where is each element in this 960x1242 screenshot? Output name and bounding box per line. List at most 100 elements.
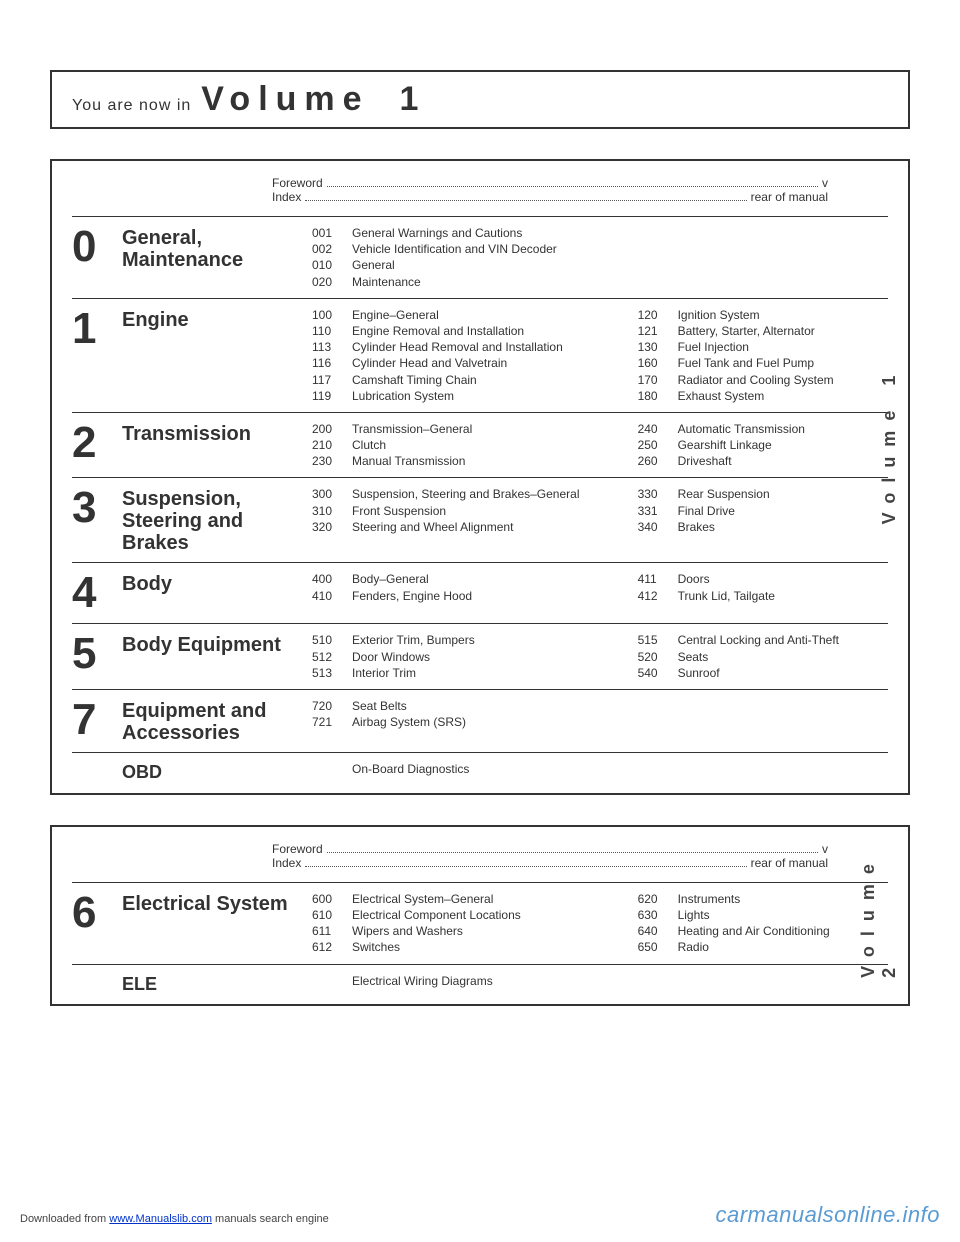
index-label-v2: Index: [272, 856, 301, 870]
toc-entry-label: Heating and Air Conditioning: [678, 923, 888, 939]
footer-link[interactable]: www.Manualslib.com: [109, 1213, 212, 1225]
section-content: 300 Suspension, Steering and Brakes–Gener…: [312, 486, 888, 554]
section-title: Engine: [122, 307, 312, 404]
toc-entry-label: Fuel Tank and Fuel Pump: [678, 355, 888, 371]
footer-left: Downloaded from www.Manualslib.com manua…: [20, 1213, 329, 1225]
section-content: 510Exterior Trim, Bumpers512Door Windows…: [312, 632, 888, 681]
toc-entry: 600Electrical System–General: [312, 891, 638, 907]
toc-entry: 412Trunk Lid, Tailgate: [638, 588, 888, 604]
toc-entry-code: 119: [312, 388, 340, 404]
index-label: Index: [272, 190, 301, 204]
toc-entry-code: 130: [638, 339, 666, 355]
toc-entry: 310Front Suspension: [312, 503, 638, 519]
volume-2-sections: 6Electrical System600Electrical System–G…: [72, 882, 888, 995]
section-row: 3Suspension, Steering and Brakes300Suspe…: [72, 477, 888, 562]
section-col-left: 720Seat Belts721Airbag System (SRS): [312, 698, 888, 744]
index-page-v2: rear of manual: [751, 856, 828, 870]
toc-entry-label: Brakes: [678, 519, 888, 535]
footer-left-pre: Downloaded from: [20, 1213, 109, 1225]
section-number: [72, 761, 122, 783]
toc-entry-code: 010: [312, 257, 340, 273]
toc-entry: 001General Warnings and Cautions: [312, 225, 888, 241]
volume-2-box: Volume 2 Foreword v Index rear of manual…: [50, 825, 910, 1007]
foreword-block-v2: Foreword v Index rear of manual: [72, 842, 888, 882]
section-col-left: 600Electrical System–General610Electrica…: [312, 891, 638, 956]
toc-entry-label: Electrical Wiring Diagrams: [352, 973, 888, 989]
toc-entry-label: Seat Belts: [352, 698, 888, 714]
toc-entry-label: Central Locking and Anti-Theft: [678, 632, 888, 648]
toc-entry-code: 020: [312, 274, 340, 290]
toc-entry-label: Driveshaft: [678, 453, 888, 469]
toc-entry: 210 Clutch: [312, 437, 638, 453]
toc-entry-label: Final Drive: [678, 503, 888, 519]
foreword-block: Foreword v Index rear of manual: [72, 176, 888, 216]
toc-entry-code: 200: [312, 421, 340, 437]
toc-entry-code: 411: [638, 571, 666, 587]
toc-entry-label: Vehicle Identification and VIN Decoder: [352, 241, 888, 257]
toc-entry: 160 Fuel Tank and Fuel Pump: [638, 355, 888, 371]
toc-entry-label: Clutch: [352, 437, 638, 453]
section-col-right: 515Central Locking and Anti-Theft520Seat…: [638, 632, 888, 681]
toc-entry: 620Instruments: [638, 891, 888, 907]
section-col-right: 330Rear Suspension331Final Drive340Brake…: [638, 486, 888, 554]
section-content: 600Electrical System–General610Electrica…: [312, 891, 888, 956]
toc-entry-code: 600: [312, 891, 340, 907]
toc-entry: 121Battery, Starter, Alternator: [638, 323, 888, 339]
page-footer: Downloaded from www.Manualslib.com manua…: [20, 1202, 940, 1228]
foreword-label-v2: Foreword: [272, 842, 323, 856]
toc-entry: 410Fenders, Engine Hood: [312, 588, 638, 604]
section-number: 5: [72, 632, 122, 681]
toc-entry-label: Body–General: [352, 571, 638, 587]
section-col-right: 240Automatic Transmission250Gearshift Li…: [638, 421, 888, 470]
section-row: 2Transmission200Transmission–General210C…: [72, 412, 888, 478]
header-box: You are now in Volume 1: [50, 70, 910, 129]
section-number: 3: [72, 486, 122, 554]
section-col-left: 510Exterior Trim, Bumpers512Door Windows…: [312, 632, 638, 681]
toc-entry: Electrical Wiring Diagrams: [312, 973, 888, 989]
toc-entry-label: Automatic Transmission: [678, 421, 888, 437]
toc-entry-label: Suspension, Steering and Brakes–General: [352, 486, 638, 502]
toc-entry-label: Interior Trim: [352, 665, 638, 681]
section-row: OBDOn-Board Diagnostics: [72, 752, 888, 783]
toc-entry-label: Transmission–General: [352, 421, 638, 437]
toc-entry-code: 611: [312, 923, 340, 939]
section-number: [72, 973, 122, 995]
toc-entry: 510 Exterior Trim, Bumpers: [312, 632, 638, 648]
toc-entry-label: Cylinder Head and Valvetrain: [352, 355, 638, 371]
header-volume-number: 1: [400, 80, 419, 119]
section-col-left: 300 Suspension, Steering and Brakes–Gener…: [312, 486, 638, 554]
volume-1-sections: 0General, Maintenance001General Warnings…: [72, 216, 888, 783]
section-title: Body Equipment: [122, 632, 312, 681]
toc-entry-label: Exterior Trim, Bumpers: [352, 632, 638, 648]
section-col-left: 400 Body–General410Fenders, Engine Hood: [312, 571, 638, 615]
toc-entry: 611Wipers and Washers: [312, 923, 638, 939]
toc-entry-label: Manual Transmission: [352, 453, 638, 469]
toc-entry-code: 120: [638, 307, 666, 323]
header-volume-text: Volume: [201, 80, 369, 119]
foreword-line: Foreword v: [272, 176, 828, 190]
toc-entry-code: 400: [312, 571, 340, 587]
toc-entry: 540Sunroof: [638, 665, 888, 681]
section-col-right: 411Doors412Trunk Lid, Tailgate: [638, 571, 888, 615]
toc-entry: 120Ignition System: [638, 307, 888, 323]
toc-entry-label: Exhaust System: [678, 388, 888, 404]
section-col-left: Electrical Wiring Diagrams: [312, 973, 888, 995]
toc-entry-code: 113: [312, 339, 340, 355]
toc-entry: 331Final Drive: [638, 503, 888, 519]
toc-entry-code: 160: [638, 355, 666, 371]
toc-entry: 612Switches: [312, 939, 638, 955]
section-number: 0: [72, 225, 122, 290]
toc-entry-code: 300: [312, 486, 340, 502]
toc-entry-code: 510: [312, 632, 340, 648]
toc-entry-label: Fuel Injection: [678, 339, 888, 355]
section-row: 5Body Equipment510 Exterior Trim, Bumpers…: [72, 623, 888, 689]
section-content: 001General Warnings and Cautions002Vehic…: [312, 225, 888, 290]
toc-entry: 610Electrical Component Locations: [312, 907, 638, 923]
foreword-line-v2: Foreword v: [272, 842, 828, 856]
toc-entry-code: 210: [312, 437, 340, 453]
foreword-page-v2: v: [822, 842, 828, 856]
footer-left-post: manuals search engine: [212, 1213, 329, 1225]
toc-entry: 170Radiator and Cooling System: [638, 372, 888, 388]
toc-entry-label: Fenders, Engine Hood: [352, 588, 638, 604]
toc-entry: 721Airbag System (SRS): [312, 714, 888, 730]
